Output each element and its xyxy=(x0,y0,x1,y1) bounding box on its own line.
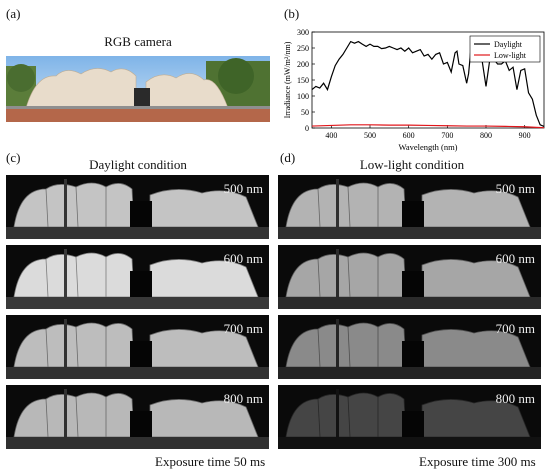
legend-label: Low-light xyxy=(494,51,527,60)
panel-a-label: (a) xyxy=(6,6,21,21)
image-tile-d-2: 600 nm xyxy=(278,245,541,309)
y-tick-label: 0 xyxy=(305,124,309,133)
panel-d-label: (d) xyxy=(280,150,296,165)
image-tile-d-3: 700 nm xyxy=(278,315,541,379)
image-tile-c-3: 700 nm xyxy=(6,315,269,379)
irradiance-chart: 400 500 600 700 800 900 0 50 100 150 200 250 300 Wave… xyxy=(282,22,548,158)
panel-b-label: (b) xyxy=(284,6,300,21)
y-tick-label: 150 xyxy=(297,76,309,85)
panel-c-label: (c) xyxy=(6,150,21,165)
daylight-exposure: Exposure time 50 ms xyxy=(155,454,266,469)
x-tick-label: 600 xyxy=(403,131,415,140)
legend-box xyxy=(469,35,541,63)
x-tick-label: 900 xyxy=(519,131,531,140)
wavelength-label: 600 nm xyxy=(223,251,263,266)
wavelength-label: 800 nm xyxy=(495,391,535,406)
x-tick-label: 500 xyxy=(364,131,376,140)
y-tick-label: 300 xyxy=(297,28,309,37)
panel-d-title: Low-light condition xyxy=(359,157,465,172)
wavelength-label: 600 nm xyxy=(495,251,535,266)
lowlight-exposure: Exposure time 300 ms xyxy=(419,454,536,469)
y-tick-label: 100 xyxy=(297,92,309,101)
series-line-daylight xyxy=(311,40,545,127)
wavelength-label: 800 nm xyxy=(223,391,263,406)
wavelength-label: 500 nm xyxy=(495,181,535,196)
image-tile-d-4: 800 nm xyxy=(278,385,541,449)
y-tick-label: 50 xyxy=(301,108,309,117)
panel-a-title: RGB camera xyxy=(104,34,172,49)
wavelength-label: 500 nm xyxy=(223,181,263,196)
y-axis-label: Irradiance (mW/m²/nm) xyxy=(283,41,292,118)
series-line-low-light xyxy=(311,124,545,129)
y-tick-label: 250 xyxy=(297,44,309,53)
x-tick-label: 400 xyxy=(325,131,337,140)
y-tick-label: 200 xyxy=(297,60,309,69)
x-axis-label: Wavelength (nm) xyxy=(398,142,457,152)
panel-c-title: Daylight condition xyxy=(89,157,187,172)
image-tile-c-1: 500 nm xyxy=(6,175,269,239)
rgb-photo xyxy=(6,56,270,122)
wavelength-label: 700 nm xyxy=(495,321,535,336)
x-tick-label: 800 xyxy=(480,131,492,140)
image-tile-d-1: 500 nm xyxy=(278,175,541,239)
legend-label: Daylight xyxy=(494,40,523,49)
image-tile-c-4: 800 nm xyxy=(6,385,269,449)
wavelength-label: 700 nm xyxy=(223,321,263,336)
image-tile-c-2: 600 nm xyxy=(6,245,269,309)
x-tick-label: 700 xyxy=(441,131,453,140)
